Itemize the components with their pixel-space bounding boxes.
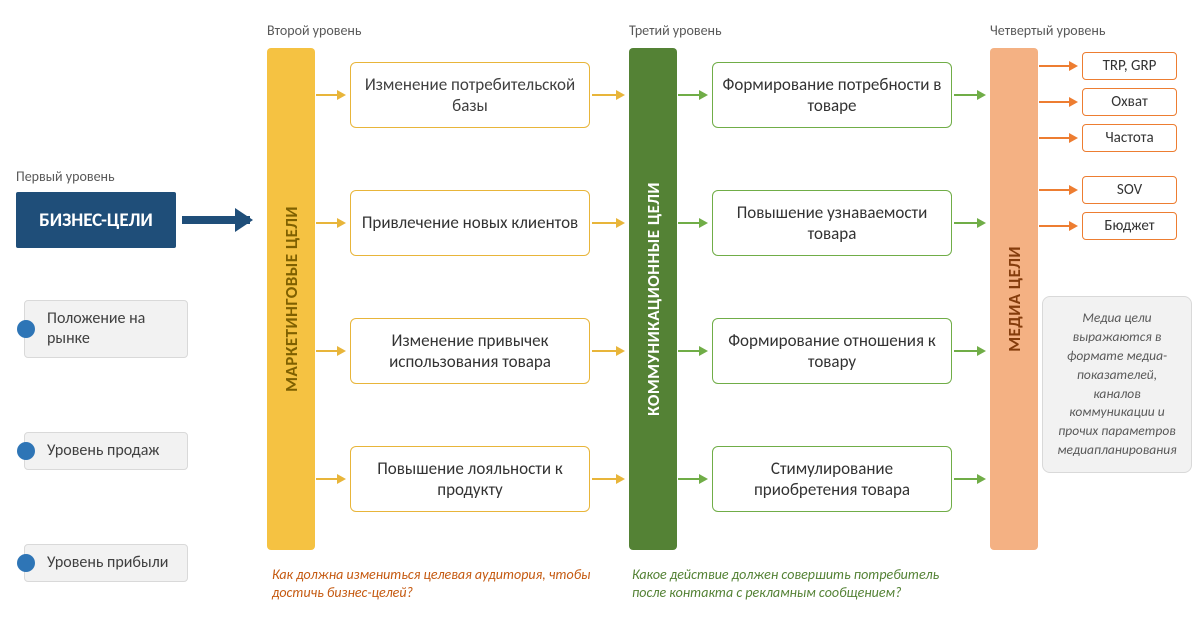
level-1-header: Первый уровень [16,168,115,185]
comm-box-1: Повышение узнаваемости товара [712,190,952,256]
business-bullet-1: Уровень продаж [24,432,188,470]
media-metric-0: TRP, GRP [1082,52,1177,80]
media-metric-text-1: Охват [1111,93,1148,111]
marketing-box-3: Повышение лояльности к продукту [350,446,590,512]
comm-box-3: Стимулирование приобретения товара [712,446,952,512]
arrow-p2-2 [316,350,344,352]
bullet-text: Положение на рынке [47,309,145,348]
arrow-p2-0 [316,94,344,96]
bullet-text: Уровень продаж [47,441,159,460]
arrow-p2-1 [316,222,344,224]
pillar-media-label: МЕДИА ЦЕЛИ [1004,246,1025,352]
media-note-text: Медиа цели выражаются в формате медиа-по… [1057,309,1176,458]
comm-box-2: Формирование отношения к товару [712,318,952,384]
marketing-box-0: Изменение потребительской базы [350,62,590,128]
arrow-p3-3 [678,478,706,480]
media-metric-text-0: TRP, GRP [1103,57,1157,75]
bullet-text: Уровень прибыли [47,553,168,572]
pillar-marketing-label: МАРКЕТИНГОВЫЕ ЦЕЛИ [281,206,302,392]
arrow-p4-1 [1039,101,1076,103]
business-goals-title: БИЗНЕС-ЦЕЛИ [39,209,153,232]
media-metric-4: Бюджет [1082,212,1177,240]
business-bullet-2: Уровень прибыли [24,544,188,582]
arrow-p4-3 [1039,189,1076,191]
pillar-media: МЕДИА ЦЕЛИ [990,48,1038,550]
arrow-p3-1 [678,222,706,224]
marketing-text-1: Привлечение новых клиентов [362,212,578,233]
bullet-dot [17,320,35,338]
comm-text-3: Стимулирование приобретения товара [721,458,943,501]
comm-text-1: Повышение узнаваемости товара [721,202,943,245]
caption-marketing: Как должна измениться целевая аудитория,… [272,566,602,602]
business-bullet-0: Положение на рынке [24,300,188,358]
level-4-header: Четвертый уровень [990,22,1105,39]
bullet-dot [17,554,35,572]
pillar-communication: КОММУНИКАЦИОННЫЕ ЦЕЛИ [629,48,677,550]
arrow-b3-2 [954,350,984,352]
arrow-b2-0 [592,94,623,96]
arrow-b3-3 [954,478,984,480]
arrow-b3-0 [954,94,984,96]
arrow-p3-0 [678,94,706,96]
bullet-dot [17,442,35,460]
marketing-text-3: Повышение лояльности к продукту [359,458,581,501]
arrow-b3-1 [954,222,984,224]
comm-box-0: Формирование потребности в товаре [712,62,952,128]
media-metric-text-3: SOV [1117,181,1142,199]
media-metric-1: Охват [1082,88,1177,116]
media-metric-2: Частота [1082,124,1177,152]
comm-text-0: Формирование потребности в товаре [721,74,943,117]
marketing-box-1: Привлечение новых клиентов [350,190,590,256]
arrow-p4-2 [1039,137,1076,139]
media-note-box: Медиа цели выражаются в формате медиа-по… [1042,296,1192,473]
comm-text-2: Формирование отношения к товару [721,330,943,373]
marketing-text-2: Изменение привычек использования товара [359,330,581,373]
arrow-b2-1 [592,222,623,224]
marketing-text-0: Изменение потребительской базы [359,74,581,117]
level-3-header: Третий уровень [629,22,722,39]
caption-communication: Какое действие должен совершить потребит… [632,566,962,602]
level-2-header: Второй уровень [267,22,362,39]
pillar-communication-label: КОММУНИКАЦИОННЫЕ ЦЕЛИ [643,182,664,416]
business-goals-box: БИЗНЕС-ЦЕЛИ [16,192,176,248]
arrow-b2-2 [592,350,623,352]
arrow-biz-to-marketing [182,216,250,224]
media-metric-text-2: Частота [1105,129,1153,147]
media-metric-text-4: Бюджет [1104,217,1154,235]
arrow-p4-0 [1039,65,1076,67]
pillar-marketing: МАРКЕТИНГОВЫЕ ЦЕЛИ [267,48,315,550]
arrow-p2-3 [316,478,344,480]
media-metric-3: SOV [1082,176,1177,204]
arrow-b2-3 [592,478,623,480]
marketing-box-2: Изменение привычек использования товара [350,318,590,384]
arrow-p4-4 [1039,225,1076,227]
arrow-p3-2 [678,350,706,352]
